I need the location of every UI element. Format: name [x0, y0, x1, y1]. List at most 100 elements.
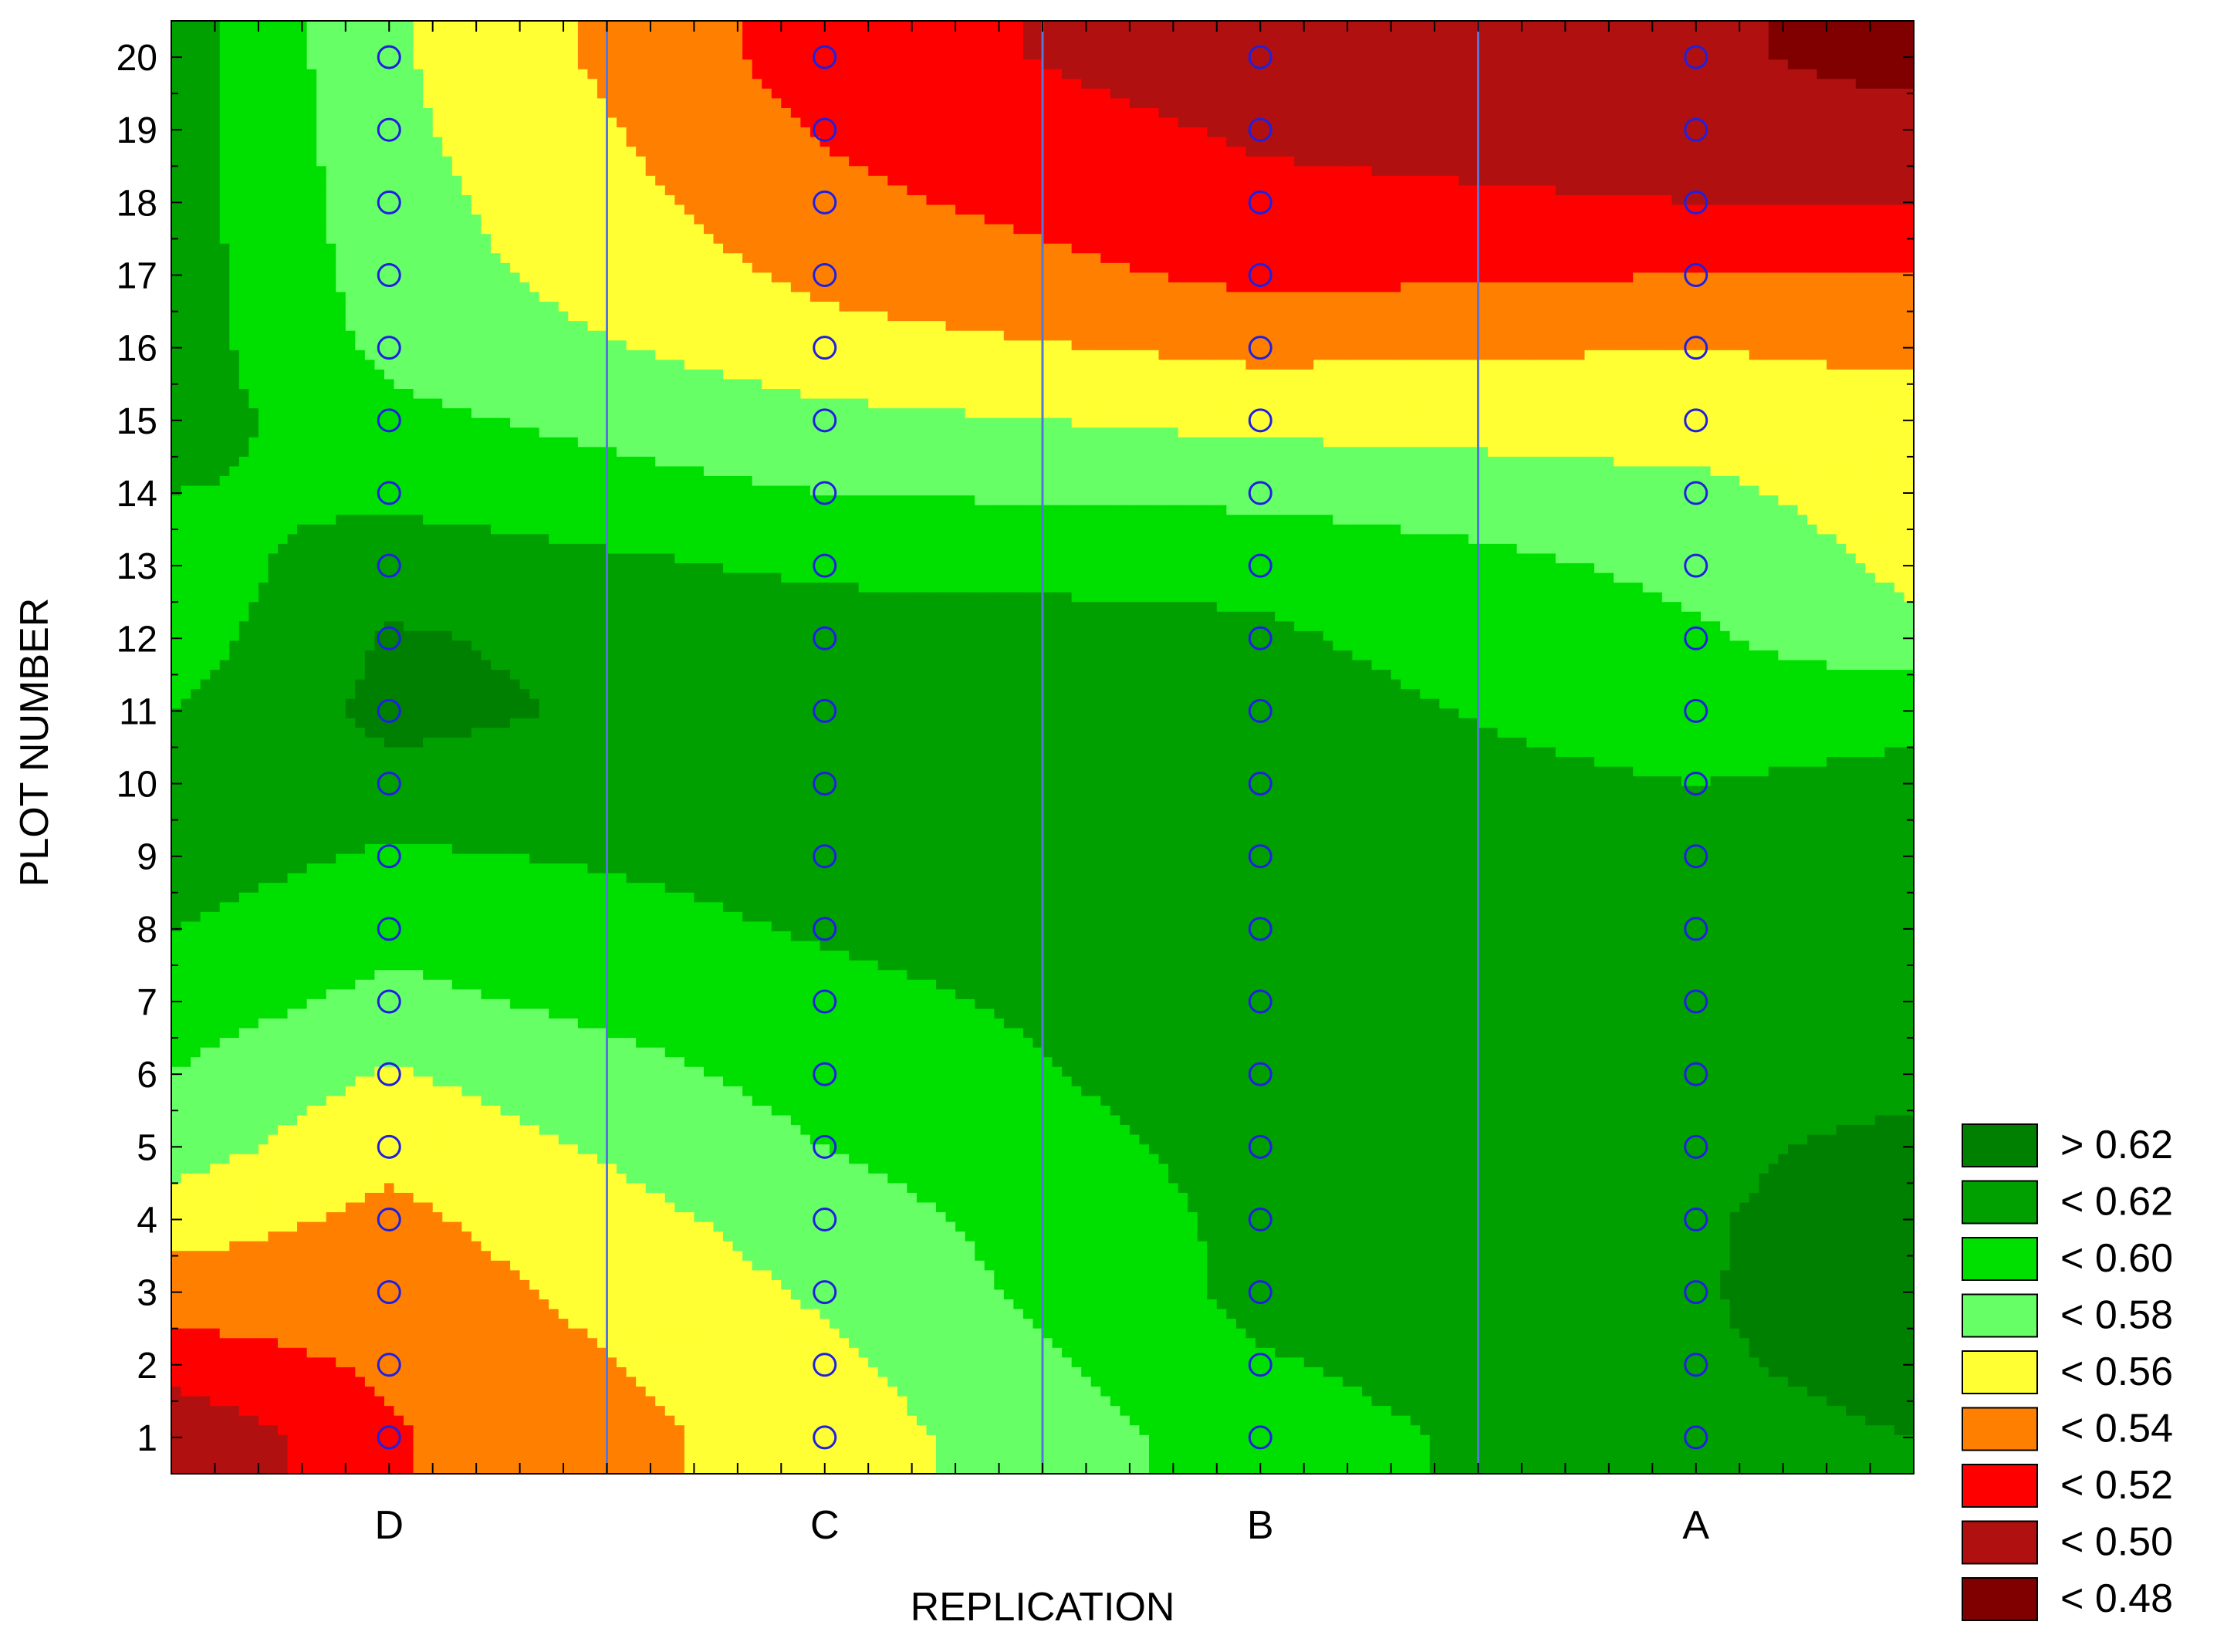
contour-cell — [1110, 176, 1120, 186]
contour-cell — [229, 166, 239, 176]
contour-cell — [1681, 89, 1691, 99]
contour-cell — [1294, 147, 1304, 157]
contour-cell — [1797, 263, 1807, 273]
contour-cell — [655, 234, 665, 244]
contour-cell — [1526, 176, 1536, 186]
contour-cell — [1449, 50, 1459, 60]
contour-cell — [840, 89, 850, 99]
contour-cell — [1759, 176, 1769, 186]
contour-cell — [404, 89, 414, 99]
contour-cell — [985, 282, 995, 292]
contour-cell — [278, 31, 288, 41]
contour-cell — [1875, 98, 1885, 108]
contour-cell — [772, 234, 782, 244]
contour-cell — [742, 69, 752, 79]
contour-cell — [1479, 21, 1489, 31]
contour-cell — [171, 244, 181, 254]
contour-cell — [985, 244, 995, 254]
contour-cell — [442, 147, 452, 157]
contour-cell — [1411, 166, 1421, 176]
contour-cell — [1671, 195, 1681, 205]
contour-cell — [346, 157, 356, 167]
contour-cell — [1013, 31, 1023, 41]
contour-cell — [830, 166, 840, 176]
contour-cell — [1479, 59, 1489, 69]
contour-cell — [1043, 225, 1053, 235]
contour-cell — [414, 31, 424, 41]
contour-cell — [501, 79, 511, 89]
contour-cell — [742, 89, 752, 99]
contour-cell — [1043, 108, 1053, 118]
contour-cell — [1149, 205, 1159, 215]
contour-cell — [1624, 195, 1634, 205]
contour-cell — [1120, 31, 1130, 41]
contour-cell — [1304, 118, 1314, 128]
contour-cell — [1671, 98, 1681, 108]
contour-cell — [907, 137, 917, 147]
contour-cell — [1266, 234, 1276, 244]
contour-cell — [1769, 21, 1779, 31]
contour-cell — [1323, 79, 1333, 89]
contour-cell — [1711, 195, 1721, 205]
contour-cell — [985, 118, 995, 128]
contour-cell — [965, 118, 975, 128]
contour-cell — [248, 137, 259, 147]
contour-cell — [1013, 127, 1023, 137]
contour-cell — [1846, 225, 1856, 235]
contour-cell — [220, 89, 230, 99]
contour-cell — [1875, 157, 1885, 167]
contour-cell — [520, 21, 530, 31]
contour-cell — [1198, 21, 1208, 31]
contour-cell — [762, 225, 772, 235]
contour-cell — [1556, 272, 1566, 282]
contour-cell — [859, 215, 869, 225]
contour-cell — [1352, 147, 1362, 157]
contour-cell — [1217, 205, 1227, 215]
contour-cell — [926, 282, 936, 292]
contour-cell — [733, 127, 743, 137]
contour-cell — [975, 157, 985, 167]
contour-cell — [868, 59, 878, 69]
contour-cell — [1614, 21, 1624, 31]
contour-cell — [1875, 79, 1885, 89]
contour-cell — [627, 176, 637, 186]
contour-cell — [1168, 108, 1178, 118]
contour-cell — [1168, 89, 1178, 99]
contour-cell — [723, 108, 733, 118]
contour-cell — [1130, 215, 1140, 225]
contour-cell — [1275, 40, 1285, 50]
contour-cell — [1091, 225, 1101, 235]
contour-cell — [955, 21, 965, 31]
contour-cell — [868, 234, 878, 244]
contour-cell — [1488, 21, 1498, 31]
contour-cell — [704, 272, 714, 282]
contour-cell — [1449, 215, 1459, 225]
contour-cell — [452, 195, 462, 205]
contour-cell — [1352, 137, 1362, 147]
contour-cell — [1372, 225, 1382, 235]
contour-cell — [627, 40, 637, 50]
contour-cell — [1313, 98, 1323, 108]
contour-cell — [791, 40, 801, 50]
contour-cell — [907, 98, 917, 108]
contour-cell — [336, 176, 346, 186]
contour-cell — [1053, 21, 1063, 31]
contour-cell — [1372, 79, 1382, 89]
contour-cell — [1362, 244, 1372, 254]
contour-cell — [1594, 118, 1604, 128]
contour-cell — [1130, 225, 1140, 235]
contour-cell — [694, 127, 704, 137]
contour-cell — [461, 21, 471, 31]
contour-cell — [1294, 21, 1304, 31]
contour-cell — [1372, 157, 1382, 167]
contour-cell — [355, 157, 365, 167]
contour-cell — [481, 176, 491, 186]
contour-cell — [830, 244, 840, 254]
contour-cell — [1411, 225, 1421, 235]
contour-cell — [1188, 69, 1198, 79]
contour-cell — [461, 89, 471, 99]
contour-cell — [1458, 137, 1468, 147]
contour-cell — [210, 215, 220, 225]
contour-cell — [501, 272, 511, 282]
contour-cell — [1479, 108, 1489, 118]
